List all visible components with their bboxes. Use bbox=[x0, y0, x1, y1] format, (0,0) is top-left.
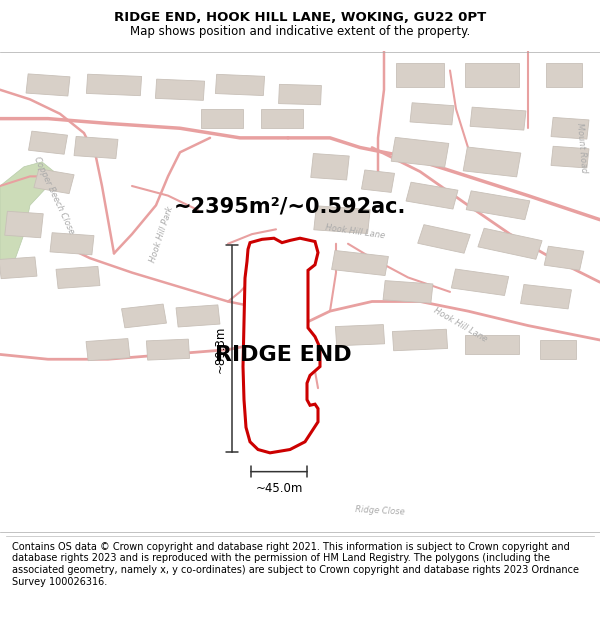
Polygon shape bbox=[86, 339, 130, 361]
Polygon shape bbox=[0, 257, 37, 279]
Text: RIDGE END: RIDGE END bbox=[215, 346, 352, 366]
Polygon shape bbox=[540, 340, 576, 359]
Text: Ridge Close: Ridge Close bbox=[355, 504, 405, 516]
Polygon shape bbox=[5, 211, 43, 238]
Polygon shape bbox=[551, 118, 589, 139]
Polygon shape bbox=[215, 74, 265, 96]
Text: Hook Hill Lane: Hook Hill Lane bbox=[325, 223, 385, 240]
Polygon shape bbox=[0, 162, 54, 268]
Polygon shape bbox=[392, 329, 448, 351]
Polygon shape bbox=[74, 136, 118, 159]
Polygon shape bbox=[26, 74, 70, 96]
Polygon shape bbox=[410, 102, 454, 125]
Text: Map shows position and indicative extent of the property.: Map shows position and indicative extent… bbox=[130, 26, 470, 39]
Polygon shape bbox=[544, 246, 584, 270]
Polygon shape bbox=[465, 63, 519, 88]
Polygon shape bbox=[465, 335, 519, 354]
Polygon shape bbox=[332, 251, 388, 276]
Polygon shape bbox=[383, 281, 433, 303]
Polygon shape bbox=[29, 131, 67, 154]
Polygon shape bbox=[546, 63, 582, 88]
Polygon shape bbox=[463, 147, 521, 177]
Text: ~2395m²/~0.592ac.: ~2395m²/~0.592ac. bbox=[174, 196, 406, 216]
Polygon shape bbox=[122, 304, 166, 328]
Polygon shape bbox=[521, 284, 571, 309]
Polygon shape bbox=[406, 182, 458, 209]
Polygon shape bbox=[361, 170, 395, 192]
Polygon shape bbox=[146, 339, 190, 360]
Polygon shape bbox=[56, 266, 100, 289]
Text: Mount Road: Mount Road bbox=[575, 122, 589, 173]
Polygon shape bbox=[311, 154, 349, 180]
Polygon shape bbox=[155, 79, 205, 101]
Polygon shape bbox=[176, 305, 220, 327]
Polygon shape bbox=[261, 109, 303, 128]
Text: Hook Hill Lane: Hook Hill Lane bbox=[432, 306, 488, 344]
Text: Hook Hill Park: Hook Hill Park bbox=[149, 205, 175, 263]
Text: Contains OS data © Crown copyright and database right 2021. This information is : Contains OS data © Crown copyright and d… bbox=[12, 542, 579, 586]
Polygon shape bbox=[391, 138, 449, 168]
Polygon shape bbox=[34, 169, 74, 194]
Polygon shape bbox=[335, 324, 385, 346]
Polygon shape bbox=[478, 228, 542, 259]
Text: RIDGE END, HOOK HILL LANE, WOKING, GU22 0PT: RIDGE END, HOOK HILL LANE, WOKING, GU22 … bbox=[114, 11, 486, 24]
Polygon shape bbox=[451, 269, 509, 296]
Polygon shape bbox=[278, 84, 322, 105]
Polygon shape bbox=[50, 232, 94, 255]
Polygon shape bbox=[201, 109, 243, 128]
Polygon shape bbox=[551, 146, 589, 168]
Polygon shape bbox=[243, 238, 320, 453]
Polygon shape bbox=[396, 63, 444, 88]
Text: ~89.3m: ~89.3m bbox=[214, 325, 227, 372]
Polygon shape bbox=[466, 191, 530, 219]
Polygon shape bbox=[418, 224, 470, 253]
Polygon shape bbox=[470, 107, 526, 130]
Text: ~45.0m: ~45.0m bbox=[256, 482, 302, 495]
Text: Copper Beech Close: Copper Beech Close bbox=[32, 156, 76, 236]
Polygon shape bbox=[314, 206, 370, 234]
Polygon shape bbox=[86, 74, 142, 96]
